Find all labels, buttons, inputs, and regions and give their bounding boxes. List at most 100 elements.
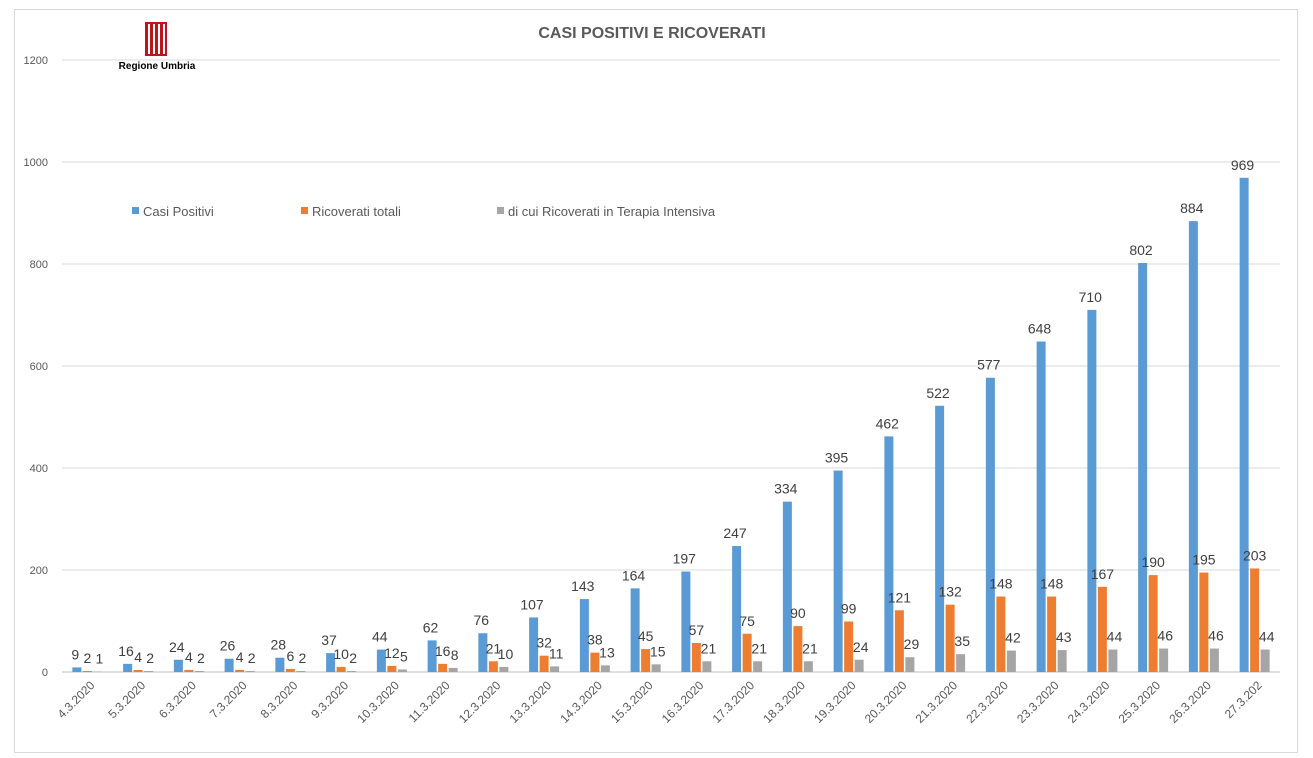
bar <box>275 657 285 672</box>
data-label: 167 <box>1091 566 1115 582</box>
data-label: 190 <box>1141 554 1165 570</box>
data-label: 395 <box>825 450 849 466</box>
bar <box>681 571 691 672</box>
data-label: 21 <box>751 640 767 656</box>
x-tick-label: 27.3.202 <box>1222 678 1265 721</box>
bar <box>224 658 234 672</box>
data-label: 35 <box>954 633 970 649</box>
x-tick-label: 17.3.2020 <box>710 678 758 726</box>
data-label: 195 <box>1192 552 1216 568</box>
bar <box>1199 572 1209 672</box>
legend-label: di cui Ricoverati in Terapia Intensiva <box>508 204 716 219</box>
bar <box>579 599 589 672</box>
data-label: 32 <box>536 635 552 651</box>
x-tick-label: 15.3.2020 <box>608 678 656 726</box>
data-label: 802 <box>1129 242 1153 258</box>
y-tick-label: 400 <box>30 463 48 475</box>
bar <box>499 666 509 672</box>
bar <box>844 621 854 672</box>
data-label: 42 <box>1005 630 1021 646</box>
data-label: 45 <box>638 628 654 644</box>
logo-stripe <box>158 24 160 54</box>
data-label: 44 <box>1107 629 1123 645</box>
bar <box>347 670 357 672</box>
bars <box>72 177 1270 672</box>
data-label: 75 <box>739 613 755 629</box>
bar <box>245 670 255 672</box>
bar <box>691 642 701 672</box>
data-label: 4 <box>134 649 142 665</box>
logo-stripe <box>163 24 165 54</box>
x-tick-label: 4.3.2020 <box>55 678 98 721</box>
bar <box>1087 309 1097 672</box>
bar <box>793 626 803 672</box>
data-label: 29 <box>904 636 920 652</box>
y-tick-label: 1000 <box>24 157 48 169</box>
y-tick-label: 0 <box>42 667 48 679</box>
data-label: 884 <box>1180 200 1204 216</box>
x-tick-label: 16.3.2020 <box>659 678 707 726</box>
data-label: 132 <box>938 584 962 600</box>
bar <box>833 470 843 672</box>
data-label: 107 <box>520 596 544 612</box>
bar <box>133 669 143 672</box>
data-label: 44 <box>1259 629 1275 645</box>
bar <box>448 667 458 672</box>
data-label: 21 <box>701 640 717 656</box>
data-label: 21 <box>486 640 502 656</box>
bar <box>884 436 894 672</box>
data-label: 26 <box>220 638 236 654</box>
bar <box>194 670 204 672</box>
data-label: 522 <box>926 385 950 401</box>
data-label: 10 <box>498 646 514 662</box>
bar <box>803 661 813 672</box>
data-label: 2 <box>248 650 256 666</box>
y-tick-label: 1200 <box>24 55 48 67</box>
data-label: 13 <box>599 644 615 660</box>
bar <box>1260 649 1270 672</box>
data-label: 15 <box>650 643 666 659</box>
x-axis: 4.3.2020 5.3.2020 6.3.2020 7.3.2020 8.3.2020… <box>55 678 1265 726</box>
data-label: 38 <box>587 632 603 648</box>
x-tick-label: 14.3.2020 <box>557 678 605 726</box>
bar <box>782 501 792 672</box>
bar <box>590 652 600 672</box>
bar <box>488 661 498 672</box>
x-tick-label: 23.3.2020 <box>1014 678 1062 726</box>
data-label: 28 <box>271 637 287 653</box>
y-tick-label: 800 <box>30 259 48 271</box>
bar <box>742 633 752 672</box>
bar <box>630 588 640 672</box>
y-tick-label: 200 <box>30 565 48 577</box>
bar <box>144 670 154 672</box>
data-label: 5 <box>400 648 408 664</box>
bar <box>173 659 183 672</box>
data-label: 2 <box>349 650 357 666</box>
bar <box>1250 568 1260 672</box>
data-label: 2 <box>83 650 91 666</box>
bar <box>235 669 245 672</box>
legend: Casi Positivi Ricoverati totali di cui Ric… <box>132 204 716 219</box>
data-label: 121 <box>888 589 912 605</box>
legend-swatch <box>497 207 504 214</box>
data-label: 24 <box>169 639 185 655</box>
bar <box>1159 648 1169 672</box>
bar <box>539 655 549 672</box>
data-label: 164 <box>622 567 646 583</box>
x-tick-label: 8.3.2020 <box>258 678 301 721</box>
y-tick-label: 600 <box>30 361 48 373</box>
x-tick-label: 5.3.2020 <box>105 678 148 721</box>
data-label: 21 <box>802 640 818 656</box>
data-label: 334 <box>774 481 798 497</box>
bar <box>438 663 448 672</box>
logo-stripe <box>153 24 155 54</box>
bar <box>1239 177 1249 672</box>
data-label: 16 <box>118 643 134 659</box>
data-label: 16 <box>435 643 451 659</box>
bar <box>1036 341 1046 672</box>
bar <box>93 671 103 672</box>
chart-title: CASI POSITIVI E RICOVERATI <box>538 25 765 42</box>
data-label: 9 <box>71 646 79 662</box>
data-label: 6 <box>286 648 294 664</box>
